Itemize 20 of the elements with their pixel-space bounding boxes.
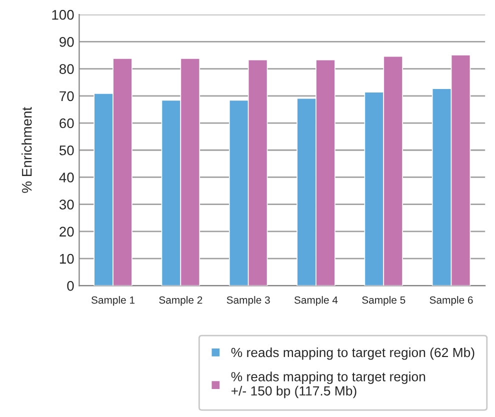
x-tick-label: Sample 2	[159, 296, 202, 306]
y-tick-label: 50	[59, 145, 74, 156]
y-axis-title: % Enrichment	[22, 106, 32, 193]
y-tick-label: 30	[59, 200, 74, 210]
legend-label: % reads mapping to target region (62 Mb)	[231, 347, 474, 360]
y-tick-label: 60	[60, 118, 74, 128]
y-tick-label: 100	[52, 10, 74, 20]
x-tick-label: Sample 3	[226, 296, 270, 306]
x-tick-label: Sample 4	[294, 296, 338, 306]
legend-label: % reads mapping to target region +/- 150 bp (117.5 Mb)	[231, 372, 426, 398]
x-tick-label: Sample 5	[362, 296, 406, 306]
y-tick-label: 20	[60, 226, 74, 237]
x-tick-label: Sample 6	[430, 296, 473, 306]
y-tick-label: 0	[67, 280, 74, 291]
y-tick-label: 10	[60, 254, 74, 264]
y-tick-label: 70	[60, 91, 74, 102]
y-tick-label: 90	[60, 37, 74, 47]
x-tick-label: Sample 1	[91, 296, 135, 306]
y-tick-label: 80	[59, 64, 74, 74]
y-tick-label: 40	[59, 172, 74, 182]
